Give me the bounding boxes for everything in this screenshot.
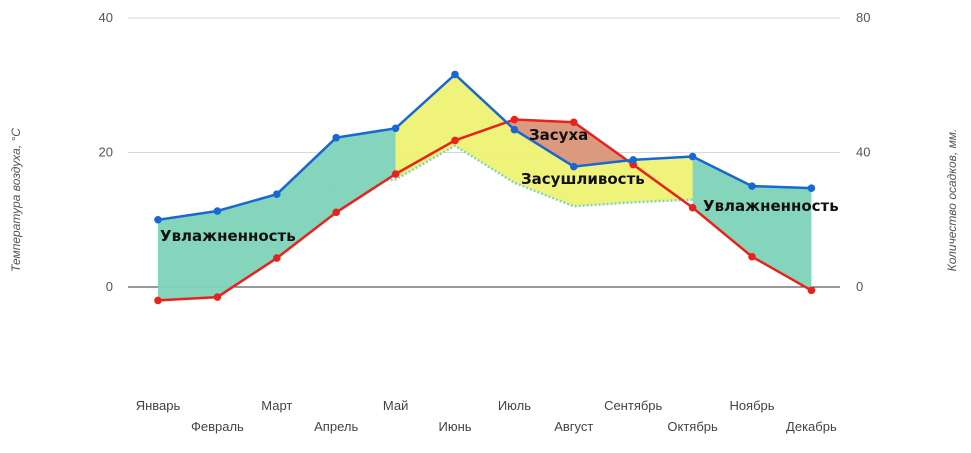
temperature-point: [688, 203, 697, 212]
x-tick-label: Сентябрь: [604, 398, 662, 413]
y-tick-left: 40: [99, 10, 113, 25]
y-tick-right: 0: [856, 279, 863, 294]
temperature-point: [391, 170, 400, 178]
temperature-point: [332, 208, 341, 217]
humid-area-right: [692, 156, 812, 291]
temperature-point: [154, 296, 162, 305]
x-tick-label: Январь: [136, 398, 181, 413]
precipitation-point: [332, 133, 341, 142]
y-tick-left: 20: [99, 145, 113, 160]
x-tick-label: Октябрь: [667, 419, 718, 434]
annotation-label: Засушливость: [521, 170, 645, 188]
temperature-point: [570, 118, 578, 127]
drought-area: [506, 119, 628, 167]
temperature-point: [451, 136, 459, 145]
temperature-point: [273, 254, 281, 262]
x-tick-label: Ноябрь: [729, 398, 774, 413]
x-tick-label: Май: [383, 398, 408, 413]
x-tick-label: Февраль: [191, 419, 244, 434]
y-axis-label-left: Температура воздуха, °С: [9, 128, 23, 272]
precipitation-point: [807, 184, 816, 192]
temperature-point: [213, 293, 222, 301]
x-tick-label: Март: [261, 398, 292, 413]
x-tick-label: Декабрь: [786, 419, 837, 434]
y-tick-left: 0: [106, 279, 113, 294]
precipitation-point: [570, 162, 578, 171]
annotation-label: Засуха: [529, 126, 588, 144]
precipitation-point: [154, 215, 162, 224]
precipitation-point: [629, 156, 637, 164]
temperature-point: [510, 115, 519, 124]
temperature-point: [807, 286, 816, 295]
precipitation-point: [391, 124, 400, 133]
humid-area-left: [158, 128, 396, 301]
y-tick-right: 40: [856, 145, 870, 160]
precipitation-line: [157, 72, 812, 222]
y-tick-right: 80: [856, 10, 870, 25]
precipitation-point: [510, 125, 519, 134]
semiarid-area: [395, 74, 693, 207]
temperature-line: [157, 118, 813, 302]
x-tick-label: Август: [554, 419, 593, 434]
y-axis-label-right: Количество осадков, мм.: [945, 129, 959, 272]
annotation-label: Увлажненность: [160, 227, 296, 245]
dotted-series-line: [157, 144, 812, 228]
precipitation-point: [688, 152, 697, 161]
temperature-point: [748, 252, 756, 261]
precipitation-point: [273, 190, 281, 198]
x-tick-label: Июль: [498, 398, 531, 413]
annotation-label: Увлажненность: [703, 197, 839, 215]
x-tick-label: Июнь: [438, 419, 471, 434]
x-tick-label: Апрель: [314, 419, 358, 434]
precipitation-point: [213, 207, 222, 215]
precipitation-point: [451, 70, 459, 79]
precipitation-point: [748, 182, 756, 190]
